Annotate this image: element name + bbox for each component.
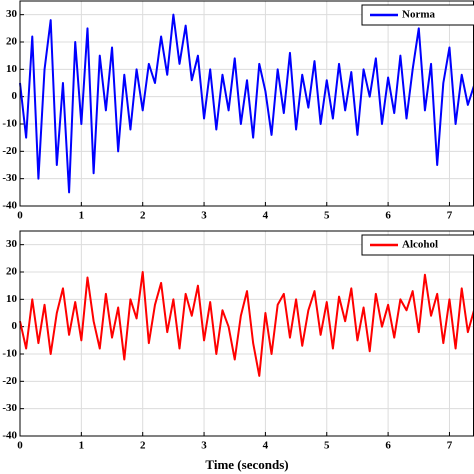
x-tick-label: 4 [263, 210, 269, 222]
x-tick-label: 0 [17, 440, 23, 452]
x-tick-label: 0 [17, 210, 23, 222]
y-tick-label: -40 [2, 200, 17, 212]
data-line [19, 271, 474, 377]
x-tick-label: 1 [79, 210, 85, 222]
y-tick-label: -30 [2, 402, 17, 414]
y-tick-label: 0 [12, 90, 18, 102]
plot-area [20, 231, 474, 436]
y-tick-label: 20 [6, 36, 18, 48]
x-tick-label: 3 [201, 210, 207, 222]
y-tick-label: -20 [2, 375, 17, 387]
x-tick-label: 7 [447, 210, 453, 222]
x-tick-label: 4 [263, 440, 269, 452]
x-tick-label: 3 [201, 440, 207, 452]
y-tick-label: 20 [6, 266, 18, 278]
legend-box [361, 4, 474, 26]
x-tick-label: 1 [79, 440, 85, 452]
y-tick-label: 0 [12, 320, 18, 332]
x-axis-label: Time (seconds) [205, 457, 288, 472]
y-tick-label: 10 [6, 293, 18, 305]
y-tick-label: -10 [2, 118, 17, 130]
x-tick-label: 2 [140, 210, 146, 222]
x-tick-label: 6 [385, 440, 391, 452]
x-tick-label: 5 [324, 440, 330, 452]
x-tick-label: 7 [447, 440, 453, 452]
y-tick-label: -10 [2, 348, 17, 360]
data-line [19, 13, 474, 194]
y-tick-label: 10 [6, 63, 18, 75]
y-tick-label: -40 [2, 430, 17, 442]
x-tick-label: 5 [324, 210, 330, 222]
legend-label: Norma [402, 9, 435, 21]
x-tick-label: 2 [140, 440, 146, 452]
plot-area [20, 1, 474, 206]
y-tick-label: -20 [2, 145, 17, 157]
legend-label: Alcohol [402, 239, 438, 251]
legend-box [361, 234, 474, 256]
x-tick-label: 6 [385, 210, 391, 222]
y-tick-label: 30 [6, 238, 18, 250]
y-tick-label: 30 [6, 8, 18, 20]
y-tick-label: -30 [2, 172, 17, 184]
